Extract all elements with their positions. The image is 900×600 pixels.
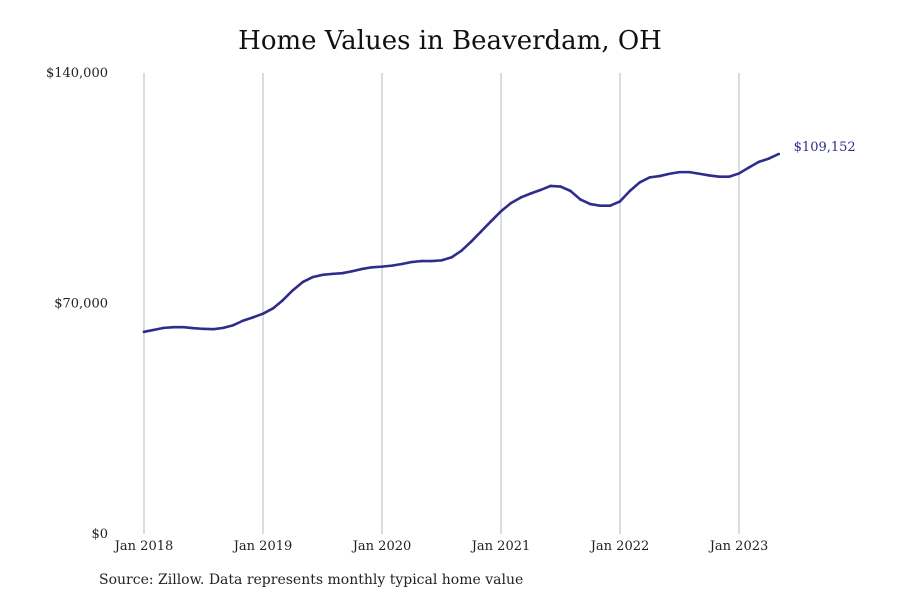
data-point-2021-02 — [509, 201, 513, 205]
x-tick-label: Jan 2022 — [589, 539, 650, 554]
data-point-2018-06 — [192, 326, 195, 330]
data-point-2022-12 — [727, 175, 731, 179]
data-point-2023-03 — [757, 160, 761, 164]
data-point-2018-02 — [152, 328, 156, 332]
data-point-2018-04 — [172, 325, 176, 329]
data-point-2020-11 — [479, 230, 483, 233]
x-tick-label: Jan 2018 — [113, 539, 174, 554]
data-point-2018-10 — [231, 323, 235, 327]
data-point-2021-11 — [598, 204, 602, 207]
x-tick-label: Jan 2021 — [470, 539, 531, 554]
data-point-2021-05 — [539, 188, 542, 192]
data-point-2021-08 — [569, 189, 572, 193]
x-tick-label: Jan 2020 — [351, 539, 412, 554]
data-point-2023-02 — [747, 166, 751, 169]
data-point-2022-03 — [638, 181, 642, 184]
data-point-2018-12 — [251, 316, 255, 319]
y-tick-label: $140,000 — [46, 66, 108, 81]
data-point-2020-05 — [420, 259, 423, 263]
data-point-2020-08 — [450, 256, 453, 259]
data-point-2020-02 — [390, 264, 394, 267]
data-point-2022-10 — [707, 174, 711, 177]
data-point-2019-08 — [331, 272, 334, 276]
data-point-2022-11 — [717, 175, 721, 179]
data-point-2022-08 — [688, 170, 691, 174]
data-point-2021-01 — [499, 210, 503, 213]
data-point-2021-03 — [519, 196, 523, 199]
data-point-2019-11 — [360, 267, 364, 271]
data-point-2018-08 — [212, 327, 215, 331]
data-point-2021-12 — [608, 204, 612, 207]
data-point-2020-03 — [400, 262, 404, 266]
data-point-2018-05 — [182, 325, 185, 329]
data-point-2019-09 — [341, 271, 344, 275]
y-axis-ticks: $0 $70,000 $140,000 — [46, 66, 108, 542]
data-point-2019-06 — [311, 275, 314, 279]
data-point-2019-04 — [291, 289, 295, 292]
data-point-2018-11 — [241, 319, 245, 322]
data-point-2018-01 — [142, 330, 146, 334]
x-tick-label: Jan 2019 — [232, 539, 293, 554]
data-point-2023-04 — [767, 157, 771, 160]
data-point-2021-09 — [579, 198, 582, 201]
data-point-2022-05 — [658, 174, 661, 178]
series-layer: $109,152 — [142, 140, 856, 334]
y-tick-label: $0 — [91, 527, 108, 542]
data-point-2022-02 — [628, 189, 632, 193]
data-point-2019-02 — [271, 307, 275, 310]
data-point-2020-04 — [410, 260, 414, 264]
data-point-2019-03 — [281, 298, 285, 302]
data-point-2022-01 — [618, 200, 622, 203]
data-point-2019-12 — [370, 265, 374, 269]
data-point-2020-10 — [469, 240, 473, 243]
y-tick-label: $70,000 — [54, 297, 108, 312]
data-point-2019-05 — [301, 280, 304, 284]
data-point-2022-07 — [678, 170, 681, 174]
data-point-2020-09 — [460, 249, 463, 253]
grid-lines — [143, 73, 740, 534]
data-point-2021-07 — [559, 185, 562, 188]
chart-title: Home Values in Beaverdam, OH — [238, 26, 662, 56]
data-point-2019-07 — [321, 273, 324, 277]
data-point-2018-09 — [222, 326, 225, 330]
data-point-2020-12 — [489, 219, 493, 223]
end-value-label: $109,152 — [794, 140, 856, 155]
data-point-2021-06 — [549, 184, 552, 188]
data-point-2020-06 — [430, 259, 433, 263]
data-point-2022-04 — [648, 176, 652, 179]
data-point-2021-10 — [588, 202, 592, 206]
data-point-2022-09 — [698, 172, 701, 176]
series-line — [142, 152, 780, 334]
data-point-2021-04 — [529, 192, 533, 195]
data-point-2023-05 — [777, 152, 780, 156]
source-note: Source: Zillow. Data represents monthly … — [99, 572, 524, 588]
x-tick-label: Jan 2023 — [708, 539, 769, 554]
data-point-2019-01 — [261, 312, 265, 316]
data-point-2018-03 — [162, 326, 166, 330]
data-point-2020-01 — [380, 265, 384, 268]
data-point-2019-10 — [350, 269, 354, 273]
data-point-2023-01 — [737, 172, 741, 175]
data-point-2020-07 — [440, 259, 443, 262]
x-axis-ticks: Jan 2018 Jan 2019 Jan 2020 Jan 2021 Jan 2022… — [113, 539, 769, 554]
data-point-2022-06 — [668, 172, 671, 176]
data-point-2018-07 — [202, 327, 205, 331]
